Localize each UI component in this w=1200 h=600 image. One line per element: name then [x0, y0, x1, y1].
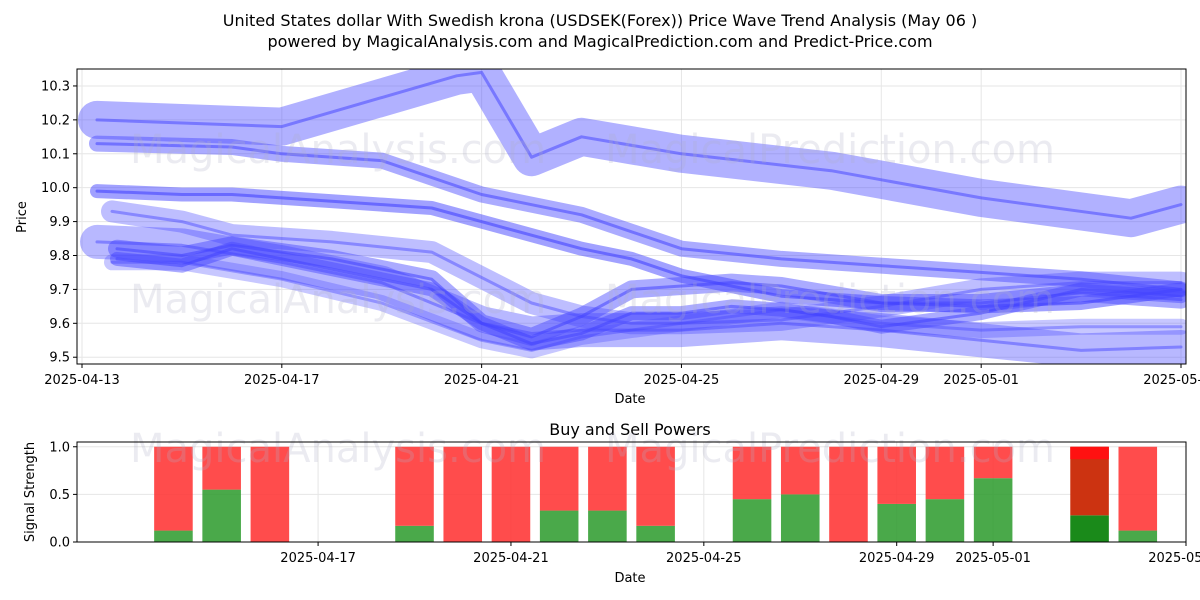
price-y-tick-label: 10.0: [41, 181, 70, 196]
buy-sell-y-ticks: 0.0 0.5 1.0: [49, 440, 77, 551]
sell-bar: [780, 446, 820, 495]
wave-line-wave-e: [115, 243, 1183, 339]
wave-line-wave-g: [110, 260, 1183, 352]
price-x-label: Date: [614, 392, 645, 407]
sell-bar: [154, 446, 193, 531]
chart-title-line1: United States dollar With Swedish krona …: [223, 11, 977, 30]
price-y-tick-label: 9.8: [49, 249, 70, 264]
watermark-analysis-top: MagicalAnalysis.com: [130, 127, 546, 173]
buy-sell-x-tick-label: 2025-04-25: [666, 551, 742, 566]
watermark-analysis-bottom: MagicalAnalysis.com: [130, 426, 546, 472]
sell-bar: [925, 446, 965, 500]
price-x-tick-label: 2025-04-13: [44, 373, 120, 388]
wave-line-wave-b: [95, 142, 1183, 291]
price-y-ticks: 9.5 9.6 9.7 9.8 9.9 10.0 10.1 10.2 10.3: [41, 79, 77, 366]
buy-bar: [539, 510, 579, 542]
wave-line-wave-c: [95, 189, 1183, 308]
buy-bar: [877, 503, 916, 542]
chart-title-line2: powered by MagicalAnalysis.com and Magic…: [267, 32, 932, 51]
buy-bar: [1118, 530, 1158, 542]
wave-band-wave-lower: [80, 224, 1186, 364]
buy-bar: [1070, 515, 1109, 542]
sell-bar: [973, 446, 1013, 479]
buy-bar: [732, 499, 772, 542]
wave-line-wave-f: [115, 247, 1183, 346]
price-y-tick-label: 9.9: [49, 215, 70, 230]
price-x-tick-label: 2025-04-17: [244, 373, 320, 388]
price-x-tick-label: 2025-04-21: [444, 373, 520, 388]
buy-bar: [636, 525, 675, 542]
buy-bar: [925, 499, 965, 542]
buy-sell-x-ticks: 2025-04-17 2025-04-21 2025-04-25 2025-04-29…: [280, 542, 1200, 566]
buy-sell-plot-frame: [76, 441, 1187, 543]
price-plot-frame: [76, 68, 1187, 365]
sell-bar-highlight: [1070, 446, 1109, 460]
price-x-tick-label: 2025-04-25: [644, 373, 720, 388]
price-y-tick-label: 9.5: [49, 351, 70, 366]
buy-bar: [780, 494, 820, 542]
price-waves: [78, 69, 1186, 364]
buy-bar: [588, 510, 627, 542]
sell-bar: [491, 446, 531, 542]
wave-band-wave-d: [101, 200, 1186, 335]
buy-sell-x-tick-label: 2025-05-05: [1148, 551, 1200, 566]
price-y-tick-label: 10.1: [41, 147, 70, 162]
price-y-tick-label: 9.6: [49, 317, 70, 332]
price-x-tick-label: 2025-05-01: [943, 373, 1019, 388]
buy-sell-y-tick-label: 1.0: [49, 440, 70, 455]
sell-bar: [202, 446, 241, 490]
sell-bar: [539, 446, 579, 511]
buy-bar: [973, 478, 1013, 542]
buy-sell-y-tick-label: 0.5: [49, 488, 70, 503]
buy-sell-y-label: Signal Strength: [23, 442, 38, 542]
buy-sell-chart: Buy and Sell Powers MagicalAnalysis.com …: [23, 420, 1200, 586]
watermark-prediction-mid: MagicalPrediction.com: [605, 277, 1055, 323]
sell-bar: [588, 446, 627, 511]
price-y-tick-label: 10.2: [41, 113, 70, 128]
buy-bar: [395, 525, 434, 542]
sell-bar: [443, 446, 483, 542]
sell-bar: [877, 446, 916, 504]
sell-bar: [250, 446, 290, 542]
wave-line-wave-lower: [95, 240, 1183, 352]
price-y-tick-label: 9.7: [49, 283, 70, 298]
buy-sell-x-tick-label: 2025-05-01: [955, 551, 1031, 566]
sell-bar: [829, 446, 868, 542]
buy-bar: [154, 530, 193, 542]
price-y-tick-label: 10.3: [41, 79, 70, 94]
sell-bar: [636, 446, 675, 526]
sell-bar: [1118, 446, 1158, 531]
buy-sell-x-label: Date: [614, 571, 645, 586]
watermark-prediction-bottom: MagicalPrediction.com: [605, 426, 1055, 472]
price-y-label: Price: [15, 201, 30, 233]
buy-sell-bars: [154, 446, 1158, 542]
buy-sell-y-tick-label: 0.0: [49, 536, 70, 551]
buy-sell-x-tick-label: 2025-04-17: [280, 551, 356, 566]
buy-bar: [202, 489, 241, 542]
buy-sell-x-tick-label: 2025-04-21: [473, 551, 549, 566]
price-x-tick-label: 2025-04-29: [843, 373, 919, 388]
price-x-tick-label: 2025-05-05: [1143, 373, 1200, 388]
sell-bar: [732, 446, 772, 500]
watermark-prediction-top: MagicalPrediction.com: [605, 127, 1055, 173]
watermark-analysis-mid: MagicalAnalysis.com: [130, 277, 546, 323]
wave-line-wave-d: [110, 209, 1183, 325]
price-x-ticks: 2025-04-13 2025-04-17 2025-04-21 2025-04-25…: [44, 364, 1200, 388]
wave-line-wave-upper: [95, 70, 1183, 220]
buy-sell-x-tick-label: 2025-04-29: [859, 551, 935, 566]
sell-bar: [395, 446, 434, 526]
wave-band-wave-g: [104, 254, 1186, 359]
price-wave-chart: MagicalAnalysis.com MagicalPrediction.co…: [15, 68, 1200, 407]
buy-sell-title: Buy and Sell Powers: [549, 420, 711, 439]
